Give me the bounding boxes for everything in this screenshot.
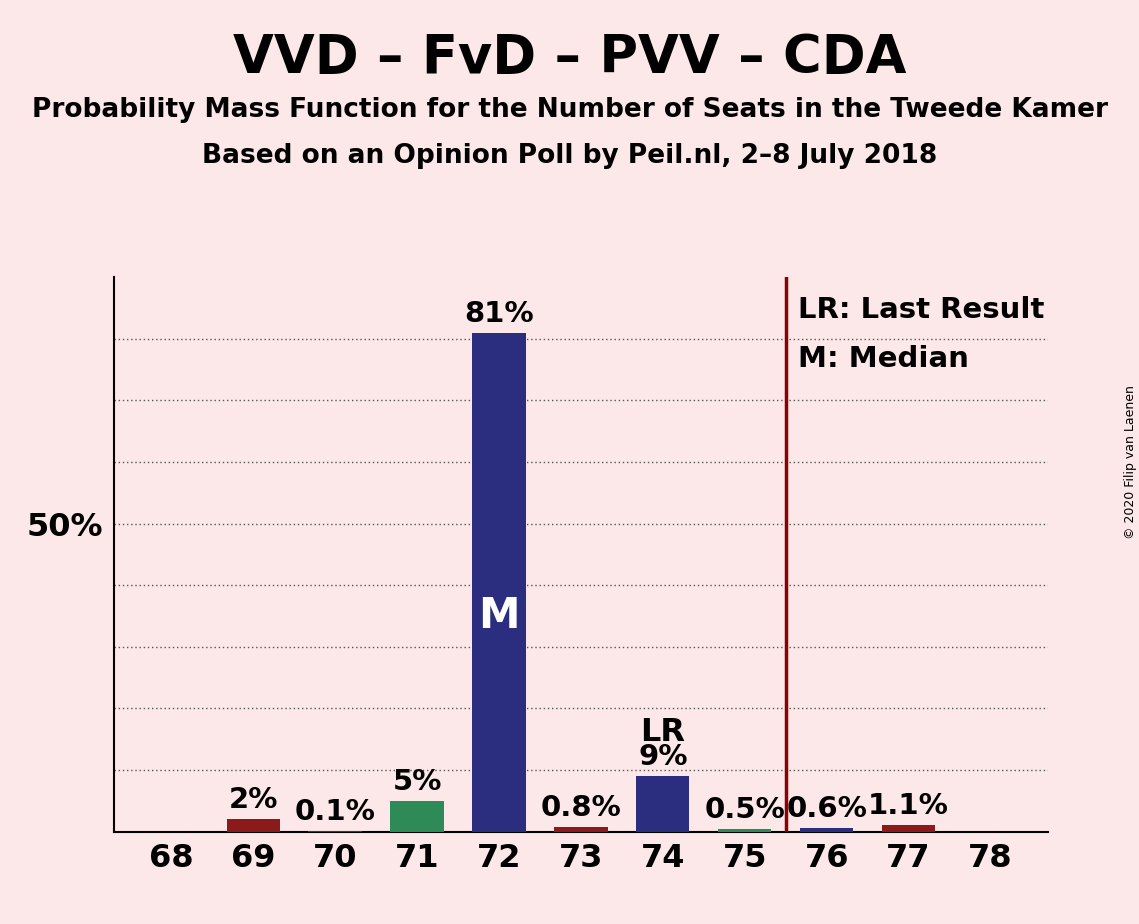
Bar [227,820,280,832]
Bar [637,776,689,832]
Bar [473,333,525,832]
Text: M: Median: M: Median [798,345,969,373]
Bar [391,801,444,832]
Text: VVD – FvD – PVV – CDA: VVD – FvD – PVV – CDA [232,32,907,84]
Bar [800,828,853,832]
Bar [718,829,771,832]
Text: 0.5%: 0.5% [704,796,785,823]
Text: 5%: 5% [392,768,442,796]
Text: 1.1%: 1.1% [868,792,949,820]
Text: LR: Last Result: LR: Last Result [798,296,1044,323]
Text: 9%: 9% [638,743,688,772]
Bar [882,825,935,832]
Text: 2%: 2% [229,786,278,814]
Text: LR: LR [640,717,686,748]
Text: Probability Mass Function for the Number of Seats in the Tweede Kamer: Probability Mass Function for the Number… [32,97,1107,123]
Text: M: M [478,595,519,637]
Text: 0.8%: 0.8% [541,794,621,821]
Text: Based on an Opinion Poll by Peil.nl, 2–8 July 2018: Based on an Opinion Poll by Peil.nl, 2–8… [202,143,937,169]
Text: 81%: 81% [465,299,534,328]
Text: © 2020 Filip van Laenen: © 2020 Filip van Laenen [1124,385,1137,539]
Bar [555,827,607,832]
Text: 0.1%: 0.1% [295,798,376,826]
Text: 0.6%: 0.6% [786,795,867,823]
